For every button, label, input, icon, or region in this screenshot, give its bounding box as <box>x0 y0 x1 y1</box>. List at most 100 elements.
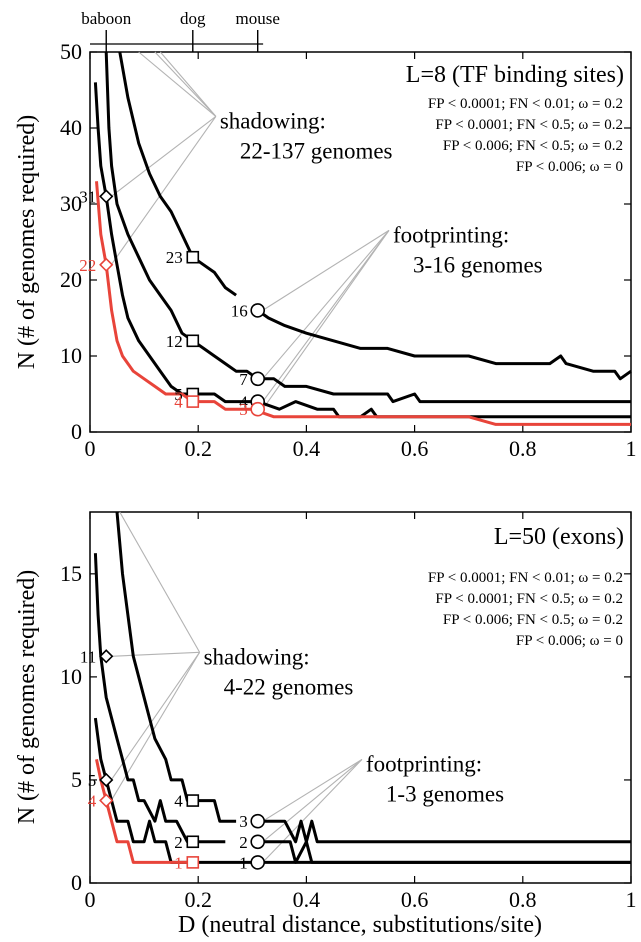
annotations: shadowing: 4-22 genomes footprinting: 1-3 g… <box>204 644 505 806</box>
leader-line <box>110 116 217 266</box>
series-lines <box>93 511 631 864</box>
marker-label: 4 <box>174 792 183 811</box>
panel-title: L=8 (TF binding sites) <box>406 62 624 88</box>
leader-line <box>262 230 390 380</box>
marker-label: 23 <box>166 248 183 267</box>
panel-tf-binding-sites: L=8 (TF binding sites) N (# of genomes r… <box>14 39 637 461</box>
marker-label: 2 <box>174 833 183 852</box>
square-marker <box>186 835 200 849</box>
legend-entry: FP < 0.0001; FN < 0.5; ω = 0.2 <box>435 591 623 607</box>
y-tick-label: 30 <box>60 191 82 216</box>
x-axis-label: D (neutral distance, substitutions/site) <box>178 912 542 938</box>
marker-label: 5 <box>174 385 183 404</box>
leader-line <box>262 229 390 311</box>
square-marker <box>186 334 200 348</box>
annotation-text: footprinting: <box>393 222 509 247</box>
circle-marker <box>250 303 266 318</box>
diamond-marker <box>99 257 114 272</box>
x-tick-label: 0 <box>85 887 96 912</box>
annotation-text: shadowing: <box>220 108 326 133</box>
y-tick-label: 10 <box>60 664 82 689</box>
x-tick-label: 0.8 <box>509 436 537 461</box>
x-tick-label: 0.8 <box>509 887 537 912</box>
plot-frame <box>89 51 632 433</box>
series-line <box>256 309 632 381</box>
y-axis-label: N (# of genomes required) <box>14 570 40 825</box>
series-line <box>93 553 226 844</box>
y-tick-label: 40 <box>60 115 82 140</box>
marker-label: 4 <box>239 393 248 412</box>
series-line <box>118 51 237 297</box>
marker-label: 5 <box>88 771 97 790</box>
leader-line <box>110 651 201 781</box>
series-line <box>95 181 631 426</box>
annotation-text: 4-22 genomes <box>224 674 354 699</box>
y-tick-label: 0 <box>71 419 82 444</box>
leader-line <box>110 651 201 801</box>
x-tick-label: 0 <box>85 436 96 461</box>
circle-marker <box>250 855 266 870</box>
species-label: mouse <box>236 9 280 28</box>
marker-label: 4 <box>88 792 97 811</box>
annotation-text: 3-16 genomes <box>413 252 543 277</box>
series-line <box>93 717 631 864</box>
legend: FP < 0.0001; FN < 0.01; ω = 0.2 FP < 0.00… <box>428 570 623 649</box>
marker-label: 11 <box>80 647 96 666</box>
leader-line <box>262 759 363 863</box>
x-tick-label: 0.2 <box>184 887 212 912</box>
y-tick-label: 10 <box>60 343 82 368</box>
series-line <box>257 840 631 864</box>
top-species-axis: baboon dog mouse <box>81 9 280 52</box>
legend-entry: FP < 0.0001; FN < 0.01; ω = 0.2 <box>428 96 623 112</box>
annotation-text: footprinting: <box>366 751 482 776</box>
legend-entry: FP < 0.0001; FN < 0.5; ω = 0.2 <box>435 117 623 133</box>
marker-label: 31 <box>79 187 96 206</box>
annotation-text: shadowing: <box>204 644 310 669</box>
legend-entry: FP < 0.006; ω = 0 <box>516 159 623 175</box>
y-tick-label: 50 <box>60 39 82 64</box>
leader-line <box>262 758 363 822</box>
legend-entry: FP < 0.0001; FN < 0.01; ω = 0.2 <box>428 570 623 586</box>
x-tick-label: 0.2 <box>184 436 212 461</box>
marker-label: 1 <box>239 853 248 872</box>
panel-exons: L=50 (exons) N (# of genomes required) F… <box>14 511 637 912</box>
diamond-marker <box>99 189 114 204</box>
annotation-leader-lines <box>110 51 390 410</box>
y-axis-label: N (# of genomes required) <box>14 115 40 370</box>
series-line <box>104 51 631 404</box>
leader-line <box>262 230 390 410</box>
leader-line <box>111 651 200 657</box>
circle-marker <box>250 834 266 850</box>
marker-label: 3 <box>239 812 248 831</box>
circle-marker <box>250 371 266 387</box>
y-tick-label: 5 <box>71 767 82 792</box>
x-tick-label: 0.6 <box>401 436 429 461</box>
series-lines <box>93 51 632 426</box>
series-line <box>115 511 237 823</box>
leader-line <box>138 51 217 117</box>
legend-entry: FP < 0.006; FN < 0.5; ω = 0.2 <box>443 612 623 628</box>
x-tick-label: 1 <box>626 887 637 912</box>
x-tick-label: 1 <box>626 436 637 461</box>
marker-label: 16 <box>231 301 248 320</box>
leader-line <box>159 51 217 117</box>
x-tick-label: 0.4 <box>293 887 321 912</box>
diamond-marker <box>99 793 114 808</box>
marker-label: 1 <box>174 853 183 872</box>
annotation-text: 1-3 genomes <box>386 781 504 806</box>
leader-line <box>262 230 390 402</box>
plot-frame <box>89 511 632 884</box>
square-marker <box>186 395 200 408</box>
legend-entry: FP < 0.006; FN < 0.5; ω = 0.2 <box>443 138 623 154</box>
x-tick-label: 0.4 <box>293 436 321 461</box>
marker-label: 3 <box>239 400 248 419</box>
leader-line <box>154 51 217 117</box>
marker-label: 7 <box>239 370 248 389</box>
marker-label: 12 <box>166 332 183 351</box>
diamond-marker <box>99 649 114 664</box>
marker-label: 2 <box>239 833 248 852</box>
